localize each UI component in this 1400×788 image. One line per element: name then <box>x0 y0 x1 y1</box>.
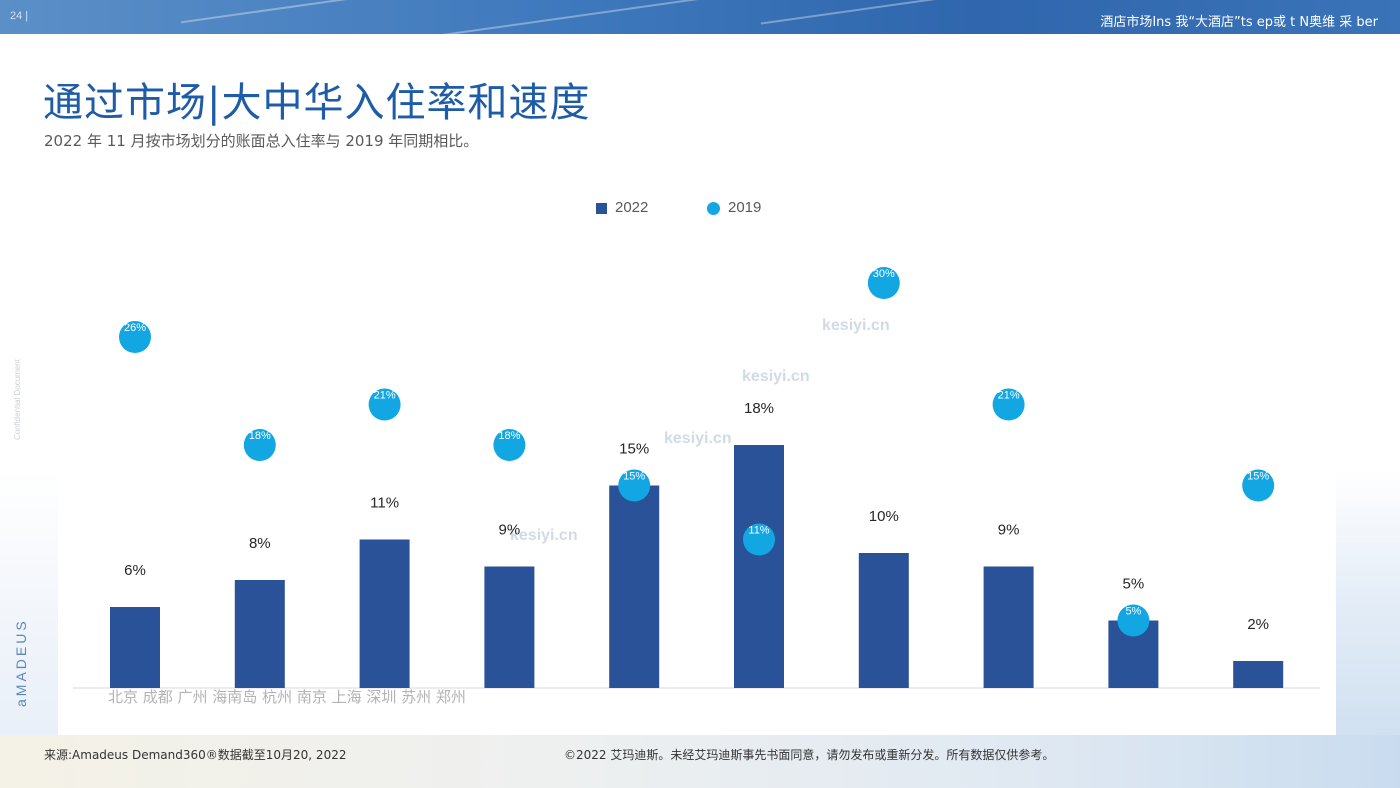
watermark: kesiyi.cn <box>510 527 578 544</box>
source-note: 来源:Amadeus Demand360®数据截至10月20, 2022 <box>44 748 347 762</box>
dot-label-2019: 15% <box>1247 471 1269 483</box>
dot-label-2019: 5% <box>1125 606 1141 618</box>
bar-2022-3 <box>359 539 410 688</box>
x-axis-categories: 北京 成都 广州 海南岛 杭州 南京 上海 深圳 苏州 郑州 <box>108 688 466 706</box>
dot-2019-4 <box>493 429 526 461</box>
bar-2022-1 <box>110 607 160 688</box>
bar-label-2022: 6% <box>124 562 146 579</box>
dot-label-2019: 18% <box>498 430 520 442</box>
dot-2019-7 <box>867 267 900 299</box>
page-title: 通过市场|大中华入住率和速度 <box>43 80 591 126</box>
bar-2022-10 <box>1233 661 1284 688</box>
bar-2022-8 <box>983 566 1034 688</box>
bar-label-2022: 11% <box>370 495 399 512</box>
dot-label-2019: 21% <box>998 390 1020 402</box>
copyright-note: ©2022 艾玛迪斯。未经艾玛迪斯事先书面同意，请勿发布或重新分发。所有数据仅供… <box>564 748 1055 762</box>
legend-label: 2022 <box>615 199 649 216</box>
dot-label-2019: 15% <box>623 471 645 483</box>
dot-2019-3 <box>368 388 401 421</box>
bar-2022-6 <box>734 445 784 688</box>
bar-label-2022: 15% <box>619 441 649 458</box>
bar-label-2022: 8% <box>249 535 271 552</box>
legend-item-2022: 2022 <box>596 199 648 216</box>
bar-2022-2 <box>234 580 285 688</box>
legend-dot-swatch <box>707 201 720 215</box>
watermark: kesiyi.cn <box>822 317 890 334</box>
bar-2022-4 <box>484 566 535 688</box>
dot-label-2019: 18% <box>249 430 271 442</box>
dot-2019-2 <box>243 429 276 461</box>
dot-2019-9 <box>1117 604 1150 637</box>
dot-2019-5 <box>618 469 651 502</box>
dot-label-2019: 30% <box>873 268 895 280</box>
page-subtitle: 2022 年 11 月按市场划分的账面总入住率与 2019 年同期相比。 <box>44 132 479 150</box>
dot-2019-6 <box>743 523 775 556</box>
bar-label-2022: 9% <box>499 522 521 539</box>
bar-label-2022: 9% <box>998 522 1020 539</box>
background-decor-bottom <box>0 735 1400 788</box>
legend-item-2019: 2019 <box>707 199 761 216</box>
bar-label-2022: 10% <box>869 508 899 525</box>
watermark: kesiyi.cn <box>664 430 732 447</box>
bar-2022-7 <box>858 553 909 688</box>
bar-label-2022: 2% <box>1247 616 1269 633</box>
dot-2019-8 <box>992 388 1025 421</box>
bar-label-2022: 18% <box>744 400 774 417</box>
legend-bar-swatch <box>596 202 607 214</box>
dot-label-2019: 21% <box>374 390 396 402</box>
dot-label-2019: 11% <box>748 525 769 537</box>
top-banner <box>0 0 1400 39</box>
page-number: 24 | <box>10 10 29 22</box>
legend-label: 2019 <box>728 199 762 216</box>
dot-2019-10 <box>1242 469 1275 502</box>
bar-label-2022: 5% <box>1123 576 1145 593</box>
dot-label-2019: 26% <box>124 322 146 334</box>
dot-2019-1 <box>119 321 151 353</box>
watermark: kesiyi.cn <box>742 368 810 385</box>
bar-2022-5 <box>609 485 660 688</box>
section-header: 酒店市场Ins 我“大酒店”ts ep或 t N奥维 采 ber <box>1100 15 1378 30</box>
